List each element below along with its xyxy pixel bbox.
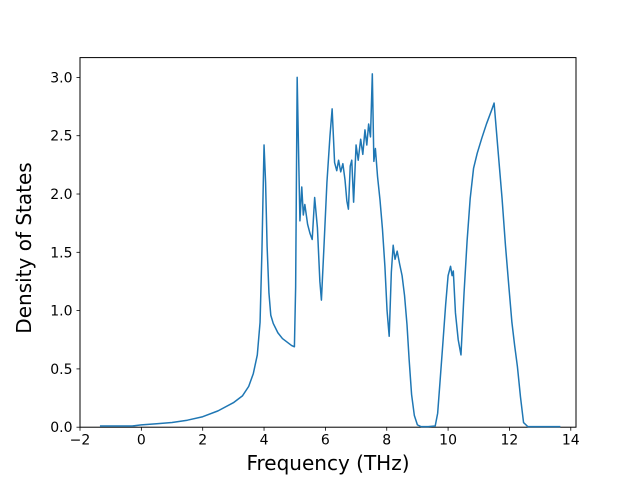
x-tick-label: 6 — [321, 433, 330, 449]
x-tick-label: 2 — [198, 433, 207, 449]
x-tick-label: 8 — [382, 433, 391, 449]
y-tick-label: 2.5 — [50, 129, 72, 145]
axes-frame — [79, 57, 577, 428]
y-tick-label: 1.5 — [50, 245, 72, 261]
y-tick-label: 2.0 — [50, 187, 72, 203]
y-tick-label: 0.5 — [50, 362, 72, 378]
y-tick-label: 1.0 — [50, 304, 72, 320]
y-axis-ticks: 0.0 0.5 1.0 1.5 2.0 2.5 3.0 — [50, 70, 80, 436]
y-axis-label: Density of States — [12, 162, 36, 333]
dos-curve — [99, 73, 561, 428]
x-axis-label: Frequency (THz) — [246, 451, 409, 475]
x-axis-ticks: −2 0 2 4 6 8 10 12 14 — [70, 427, 580, 449]
x-tick-label: 14 — [562, 433, 580, 449]
y-tick-label: 0.0 — [50, 420, 72, 436]
x-tick-label: 0 — [137, 433, 146, 449]
x-tick-label: 10 — [439, 433, 457, 449]
x-tick-label: 4 — [260, 433, 269, 449]
y-tick-label: 3.0 — [50, 70, 72, 86]
x-tick-label: 12 — [501, 433, 519, 449]
x-tick-label: −2 — [70, 433, 91, 449]
